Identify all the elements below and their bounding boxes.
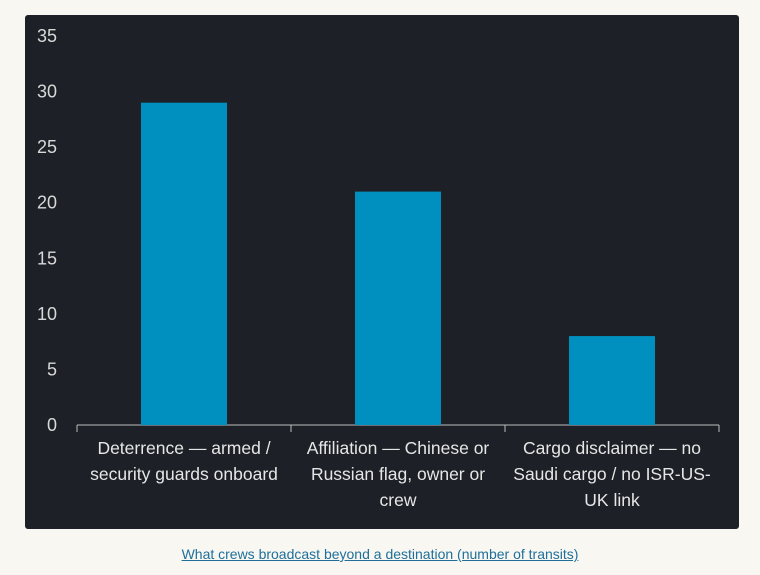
- y-tick-label-7: 35: [37, 26, 57, 46]
- x-category-label-1: Affiliation — Chinese or Russian flag, o…: [306, 438, 490, 510]
- bar-chart: 0 5 10 15 20 25 30 35: [37, 26, 720, 435]
- bar-0: [141, 102, 227, 425]
- chart-caption-link[interactable]: What crews broadcast beyond a destinatio…: [181, 546, 579, 562]
- y-tick-label-2: 10: [37, 304, 57, 324]
- chart-card: 0 5 10 15 20 25 30 35 Deterrence — armed / secu…: [25, 15, 739, 529]
- bar-2: [569, 336, 655, 425]
- bar-1: [355, 191, 441, 425]
- y-tick-label-3: 15: [37, 248, 57, 268]
- y-tick-label-5: 25: [37, 137, 57, 157]
- x-category-label-2: Cargo disclaimer — no Saudi cargo / no I…: [513, 438, 711, 510]
- y-tick-label-6: 30: [37, 82, 57, 102]
- y-tick-label-0: 0: [47, 415, 57, 435]
- y-tick-label-4: 20: [37, 193, 57, 213]
- x-category-label-0: Deterrence — armed / security guards onb…: [90, 438, 278, 484]
- y-tick-label-1: 5: [47, 359, 57, 379]
